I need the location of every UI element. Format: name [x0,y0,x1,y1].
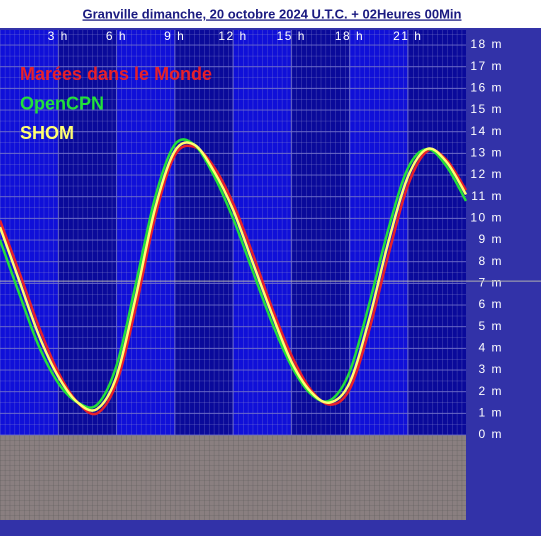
y-tick-label: 7 m [478,276,503,290]
lower-grid [0,435,466,520]
y-tick-label: 6 m [478,297,503,311]
y-tick-label: 4 m [478,341,503,355]
y-tick-label: 1 m [478,406,503,420]
x-tick-label: 18 h [335,29,364,43]
x-tick-label: 12 h [218,29,247,43]
x-tick-label: 15 h [277,29,306,43]
y-tick-label: 18 m [470,37,503,51]
legend-entry: OpenCPN [20,93,104,113]
y-tick-label: 11 m [471,189,503,203]
legend-entry: Marées dans le Monde [20,64,212,84]
x-tick-label: 6 h [106,29,127,43]
y-tick-label: 12 m [470,167,503,181]
y-tick-label: 14 m [470,124,503,138]
y-tick-label: 2 m [478,384,503,398]
y-tick-label: 9 m [478,232,503,246]
y-tick-label: 5 m [478,319,503,333]
y-tick-label: 0 m [478,427,503,441]
chart-title: Granville dimanche, 20 octobre 2024 U.T.… [83,6,462,21]
x-tick-label: 9 h [164,29,185,43]
y-tick-label: 10 m [470,211,503,225]
legend-entry: SHOM [20,123,74,143]
x-tick-label: 3 h [48,29,69,43]
y-tick-label: 8 m [478,254,503,268]
y-tick-label: 17 m [470,59,503,73]
tide-line [0,141,468,412]
x-tick-label: 21 h [393,29,422,43]
y-tick-label: 15 m [470,102,503,116]
y-tick-label: 3 m [478,362,503,376]
y-tick-label: 13 m [470,146,503,160]
y-tick-label: 16 m [470,81,503,95]
